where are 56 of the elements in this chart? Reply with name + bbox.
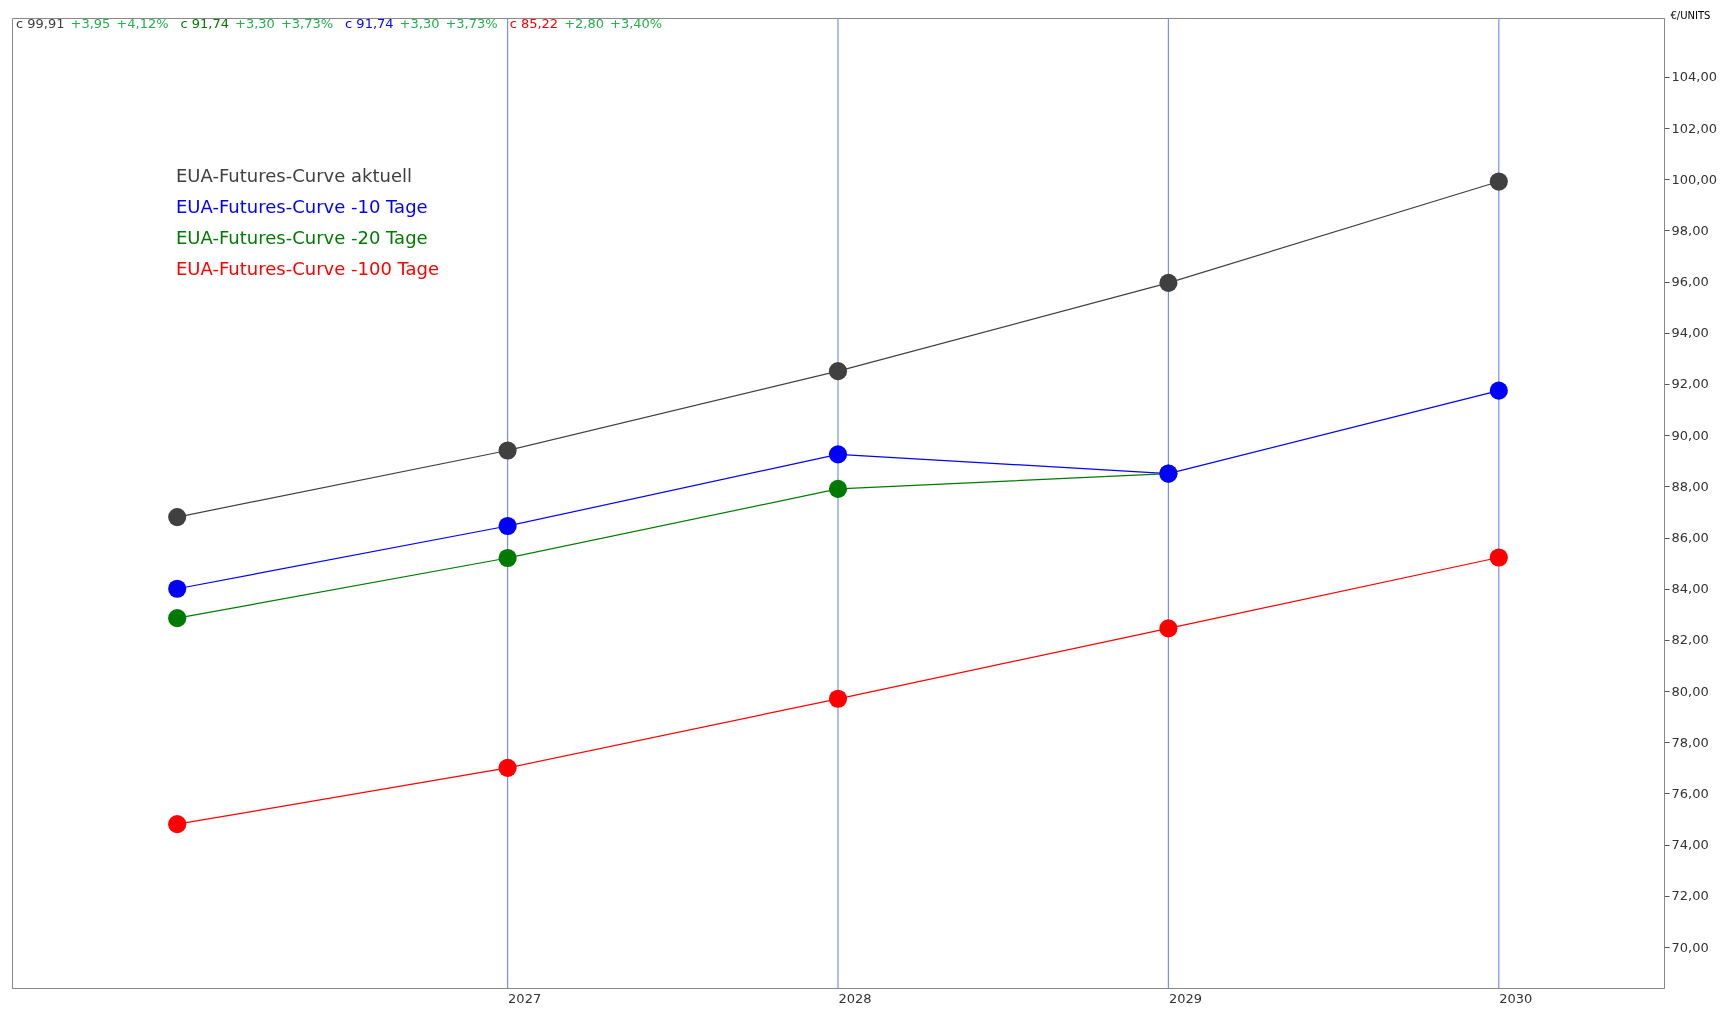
x-tick-label: 2030 [1499, 990, 1533, 1006]
text: EUA-Futures-Curve -10 Tage [176, 195, 429, 219]
point [498, 516, 517, 536]
x-tick-label: 2028 [838, 990, 872, 1006]
annotation: +4,12% [116, 16, 169, 31]
y-tick-label: 72,00 [1671, 888, 1709, 904]
point [168, 508, 187, 527]
y-tick-label: 74,00 [1671, 837, 1709, 853]
y-tick-label: 92,00 [1671, 376, 1709, 392]
point [1489, 172, 1508, 191]
y-tick-label: 100,00 [1671, 171, 1717, 187]
y-tick-label: 78,00 [1671, 734, 1709, 750]
y-tick-label: 102,00 [1671, 120, 1717, 136]
annotation: +3,30 [235, 16, 275, 31]
y-tick-label: 96,00 [1671, 274, 1709, 290]
annotation: +3,73% [445, 16, 498, 31]
point [828, 362, 848, 381]
y-tick-label: 90,00 [1671, 427, 1709, 443]
y-tick-label: 88,00 [1671, 478, 1709, 494]
y-tick-label: 70,00 [1671, 939, 1709, 955]
y-tick-label: 84,00 [1671, 581, 1709, 597]
point [828, 689, 848, 708]
point [1489, 548, 1508, 567]
y-tick-label: 104,00 [1671, 69, 1717, 85]
y-tick-label: 80,00 [1671, 683, 1709, 699]
point [828, 479, 848, 498]
annotation: c 99,91 [16, 16, 65, 31]
point [168, 609, 187, 628]
text: EUA-Futures-Curve -100 Tage [176, 257, 440, 281]
point [1489, 381, 1508, 400]
y-tick-label: 82,00 [1671, 632, 1709, 648]
annotation: +3,95 [70, 16, 111, 31]
text: EUA-Futures-Curve -20 Tage [176, 226, 429, 250]
x-tick-label: 2027 [508, 990, 542, 1006]
y-tick-label: 76,00 [1671, 785, 1709, 801]
annotation: +3,30 [399, 16, 440, 31]
y-tick-label: 98,00 [1671, 222, 1709, 238]
annotation: +2,80 [564, 16, 604, 31]
x-tick-label: 2029 [1168, 990, 1202, 1006]
point [498, 758, 517, 777]
text: EUA-Futures-Curve aktuell [176, 164, 413, 188]
point [168, 815, 187, 834]
y-tick-label: 86,00 [1671, 530, 1709, 546]
annotation: c 91,74 [345, 16, 394, 31]
annotation: +3,73% [280, 16, 334, 31]
point [168, 579, 187, 598]
point [1159, 619, 1178, 638]
point [828, 445, 848, 464]
annotation: c 91,74 [180, 16, 230, 31]
y-tick-label: 94,00 [1671, 325, 1709, 341]
point [498, 548, 517, 568]
point [498, 441, 517, 460]
point [1159, 273, 1178, 292]
y-axis-title: €/UNITS [1670, 9, 1711, 21]
annotation: c 85,22 [509, 16, 559, 31]
annotation: +3,40% [609, 16, 663, 31]
